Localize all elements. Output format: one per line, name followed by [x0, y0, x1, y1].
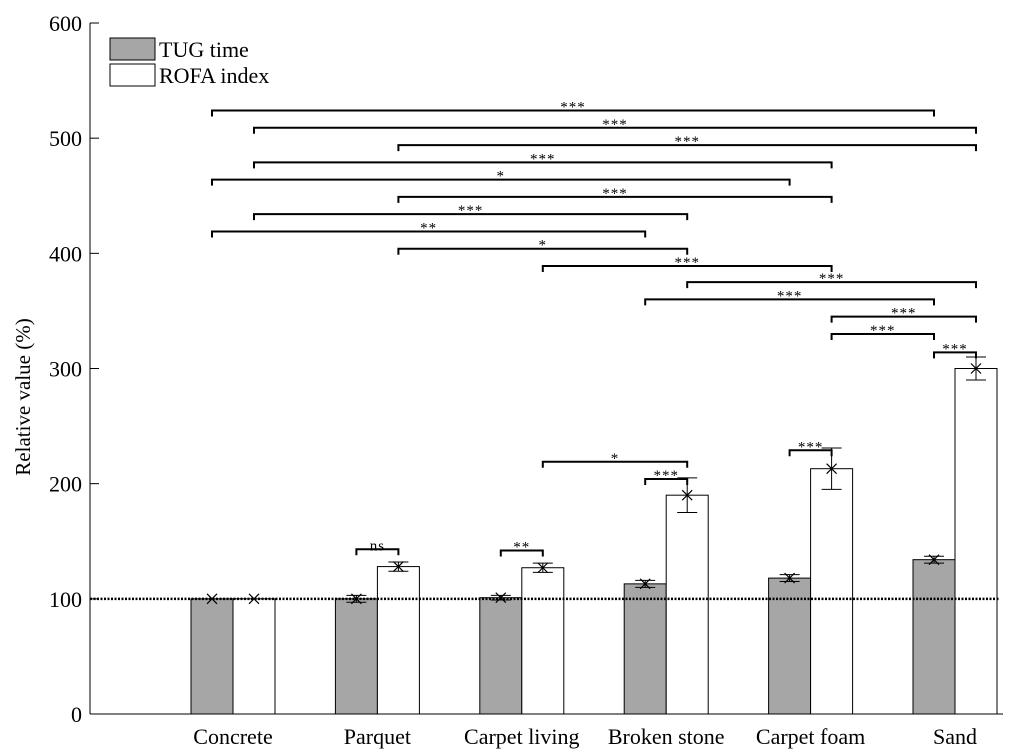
significance-bracket: [211, 230, 647, 238]
significance-label: ***: [942, 341, 968, 357]
mean-marker: [784, 572, 796, 584]
significance-label: *: [611, 451, 620, 467]
bar: [334, 598, 378, 715]
mean-marker: [248, 593, 260, 605]
significance-bracket: [830, 332, 935, 340]
significance-bracket: [397, 247, 689, 255]
bar: [232, 598, 276, 715]
bar: [810, 468, 854, 715]
significance-bracket: [253, 126, 977, 134]
significance-label: ns: [370, 538, 385, 554]
y-tick-label: 500: [49, 126, 82, 151]
significance-bracket: [541, 460, 689, 468]
significance-bracket: [788, 449, 833, 457]
significance-bracket: [499, 549, 544, 557]
x-category-label: Carpet foam: [756, 724, 865, 749]
significance-bracket: [686, 281, 977, 289]
legend-label: ROFA index: [159, 63, 269, 88]
bar: [665, 494, 709, 715]
mean-marker: [392, 561, 404, 573]
mean-marker: [537, 562, 549, 574]
mean-marker: [206, 593, 218, 605]
significance-label: **: [420, 220, 437, 236]
x-category-label: Broken stone: [608, 724, 725, 749]
significance-label: **: [513, 539, 530, 555]
significance-bracket: [397, 195, 833, 203]
y-axis-title: Relative value (%): [11, 318, 35, 475]
y-tick-label: 100: [49, 587, 82, 612]
legend-swatch: [109, 37, 156, 61]
significance-label: ***: [674, 255, 700, 271]
mean-marker: [970, 363, 982, 374]
significance-label: ***: [560, 100, 586, 116]
plot-area: 0 100 200 300 400 500 600 Concrete Parquet Carpet…: [49, 11, 1003, 749]
significance-bracket: [541, 265, 833, 273]
x-category-label: Parquet: [344, 724, 411, 749]
x-category-label: Sand: [933, 724, 977, 749]
y-tick-label: 0: [71, 702, 82, 727]
significance-label: *: [539, 238, 548, 254]
significance-label: ***: [777, 288, 803, 304]
significance-bracket: [355, 548, 400, 556]
significance-bracket: [397, 144, 977, 152]
significance-bracket: [830, 315, 977, 323]
significance-label: ***: [891, 306, 917, 322]
bar: [190, 598, 234, 715]
significance-bracket: [644, 298, 935, 306]
y-tick-label: 600: [49, 11, 82, 36]
y-tick-label: 400: [49, 241, 82, 266]
significance-label: ***: [602, 186, 628, 202]
y-tick-label: 200: [49, 472, 82, 497]
bar: [479, 597, 523, 715]
significance-label: ***: [798, 439, 824, 455]
significance-label: ***: [653, 468, 679, 484]
mean-marker: [681, 489, 693, 501]
y-tick-label: 300: [49, 357, 82, 382]
bar: [521, 567, 565, 715]
mean-marker: [928, 554, 940, 566]
bar: [376, 566, 420, 715]
significance-label: ***: [602, 117, 628, 133]
mean-marker: [826, 463, 838, 475]
legend-swatch: [109, 63, 156, 87]
significance-label: ***: [458, 203, 484, 219]
legend-label: TUG time: [159, 37, 249, 62]
significance-bracket: [253, 213, 689, 221]
significance-bracket: [211, 109, 935, 117]
x-category-label: Concrete: [193, 724, 272, 749]
x-category-label: Carpet living: [464, 724, 579, 749]
bar: [768, 577, 812, 715]
significance-bracket: [253, 161, 833, 169]
significance-label: ***: [819, 271, 845, 287]
significance-bracket: [933, 351, 977, 359]
significance-label: ***: [530, 151, 556, 167]
bar: [912, 559, 956, 715]
significance-bracket: [211, 178, 791, 186]
significance-label: ***: [674, 134, 700, 150]
significance-label: ***: [870, 323, 896, 339]
bar: [623, 583, 667, 715]
significance-label: *: [497, 169, 506, 185]
mean-marker: [639, 578, 651, 590]
bar: [954, 368, 998, 715]
significance-bracket: [644, 478, 689, 486]
